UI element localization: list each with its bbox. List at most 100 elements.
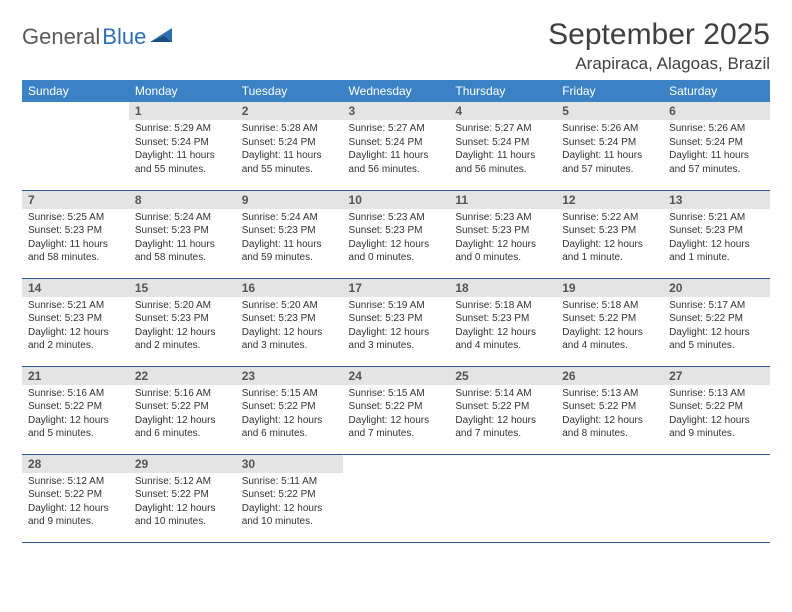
sunset-text: Sunset: 5:22 PM bbox=[135, 400, 230, 414]
day-number: 22 bbox=[129, 367, 236, 385]
calendar-cell: 13Sunrise: 5:21 AMSunset: 5:23 PMDayligh… bbox=[663, 190, 770, 278]
day-body: Sunrise: 5:23 AMSunset: 5:23 PMDaylight:… bbox=[449, 209, 556, 269]
calendar-week-row: 21Sunrise: 5:16 AMSunset: 5:22 PMDayligh… bbox=[22, 366, 770, 454]
day-number: 19 bbox=[556, 279, 663, 297]
day-body: Sunrise: 5:15 AMSunset: 5:22 PMDaylight:… bbox=[236, 385, 343, 445]
calendar-cell: 22Sunrise: 5:16 AMSunset: 5:22 PMDayligh… bbox=[129, 366, 236, 454]
day-body: Sunrise: 5:27 AMSunset: 5:24 PMDaylight:… bbox=[449, 120, 556, 180]
sunset-text: Sunset: 5:22 PM bbox=[242, 400, 337, 414]
day-header: Thursday bbox=[449, 80, 556, 102]
daylight-text: Daylight: 12 hours and 1 minute. bbox=[669, 238, 764, 265]
sunrise-text: Sunrise: 5:24 AM bbox=[242, 211, 337, 225]
sunrise-text: Sunrise: 5:29 AM bbox=[135, 122, 230, 136]
sunrise-text: Sunrise: 5:25 AM bbox=[28, 211, 123, 225]
sunrise-text: Sunrise: 5:19 AM bbox=[349, 299, 444, 313]
calendar-table: Sunday Monday Tuesday Wednesday Thursday… bbox=[22, 80, 770, 543]
calendar-cell bbox=[556, 454, 663, 542]
day-number: 23 bbox=[236, 367, 343, 385]
day-body: Sunrise: 5:21 AMSunset: 5:23 PMDaylight:… bbox=[663, 209, 770, 269]
day-header-row: Sunday Monday Tuesday Wednesday Thursday… bbox=[22, 80, 770, 102]
calendar-week-row: 7Sunrise: 5:25 AMSunset: 5:23 PMDaylight… bbox=[22, 190, 770, 278]
daylight-text: Daylight: 11 hours and 55 minutes. bbox=[135, 149, 230, 176]
calendar-cell: 16Sunrise: 5:20 AMSunset: 5:23 PMDayligh… bbox=[236, 278, 343, 366]
day-number: 6 bbox=[663, 102, 770, 120]
day-body: Sunrise: 5:20 AMSunset: 5:23 PMDaylight:… bbox=[236, 297, 343, 357]
day-number: 30 bbox=[236, 455, 343, 473]
calendar-cell: 10Sunrise: 5:23 AMSunset: 5:23 PMDayligh… bbox=[343, 190, 450, 278]
sunset-text: Sunset: 5:23 PM bbox=[669, 224, 764, 238]
daylight-text: Daylight: 11 hours and 56 minutes. bbox=[455, 149, 550, 176]
sunset-text: Sunset: 5:23 PM bbox=[349, 312, 444, 326]
day-body: Sunrise: 5:15 AMSunset: 5:22 PMDaylight:… bbox=[343, 385, 450, 445]
daylight-text: Daylight: 12 hours and 0 minutes. bbox=[349, 238, 444, 265]
calendar-week-row: 1Sunrise: 5:29 AMSunset: 5:24 PMDaylight… bbox=[22, 102, 770, 190]
sunset-text: Sunset: 5:23 PM bbox=[242, 224, 337, 238]
calendar-cell: 21Sunrise: 5:16 AMSunset: 5:22 PMDayligh… bbox=[22, 366, 129, 454]
month-title: September 2025 bbox=[548, 18, 770, 52]
day-number bbox=[449, 455, 556, 459]
day-number: 16 bbox=[236, 279, 343, 297]
day-header: Wednesday bbox=[343, 80, 450, 102]
sunrise-text: Sunrise: 5:27 AM bbox=[349, 122, 444, 136]
day-body: Sunrise: 5:21 AMSunset: 5:23 PMDaylight:… bbox=[22, 297, 129, 357]
day-body: Sunrise: 5:13 AMSunset: 5:22 PMDaylight:… bbox=[663, 385, 770, 445]
daylight-text: Daylight: 12 hours and 6 minutes. bbox=[135, 414, 230, 441]
sunset-text: Sunset: 5:23 PM bbox=[135, 224, 230, 238]
daylight-text: Daylight: 12 hours and 9 minutes. bbox=[669, 414, 764, 441]
day-number: 8 bbox=[129, 191, 236, 209]
day-number: 5 bbox=[556, 102, 663, 120]
day-number bbox=[22, 102, 129, 106]
daylight-text: Daylight: 11 hours and 56 minutes. bbox=[349, 149, 444, 176]
day-number: 11 bbox=[449, 191, 556, 209]
day-number: 27 bbox=[663, 367, 770, 385]
calendar-week-row: 28Sunrise: 5:12 AMSunset: 5:22 PMDayligh… bbox=[22, 454, 770, 542]
sunset-text: Sunset: 5:22 PM bbox=[28, 400, 123, 414]
sunrise-text: Sunrise: 5:18 AM bbox=[455, 299, 550, 313]
daylight-text: Daylight: 12 hours and 7 minutes. bbox=[349, 414, 444, 441]
calendar-cell: 18Sunrise: 5:18 AMSunset: 5:23 PMDayligh… bbox=[449, 278, 556, 366]
day-header: Monday bbox=[129, 80, 236, 102]
calendar-cell bbox=[449, 454, 556, 542]
sunrise-text: Sunrise: 5:13 AM bbox=[669, 387, 764, 401]
logo-text-blue: Blue bbox=[102, 24, 146, 50]
calendar-cell: 7Sunrise: 5:25 AMSunset: 5:23 PMDaylight… bbox=[22, 190, 129, 278]
day-header: Tuesday bbox=[236, 80, 343, 102]
sunrise-text: Sunrise: 5:20 AM bbox=[135, 299, 230, 313]
daylight-text: Daylight: 12 hours and 10 minutes. bbox=[242, 502, 337, 529]
daylight-text: Daylight: 11 hours and 57 minutes. bbox=[562, 149, 657, 176]
day-body: Sunrise: 5:28 AMSunset: 5:24 PMDaylight:… bbox=[236, 120, 343, 180]
sunrise-text: Sunrise: 5:11 AM bbox=[242, 475, 337, 489]
sunset-text: Sunset: 5:23 PM bbox=[28, 224, 123, 238]
day-header: Sunday bbox=[22, 80, 129, 102]
day-body: Sunrise: 5:12 AMSunset: 5:22 PMDaylight:… bbox=[22, 473, 129, 533]
sunset-text: Sunset: 5:24 PM bbox=[349, 136, 444, 150]
day-body: Sunrise: 5:18 AMSunset: 5:23 PMDaylight:… bbox=[449, 297, 556, 357]
day-number: 28 bbox=[22, 455, 129, 473]
day-number: 9 bbox=[236, 191, 343, 209]
day-body: Sunrise: 5:29 AMSunset: 5:24 PMDaylight:… bbox=[129, 120, 236, 180]
calendar-cell: 4Sunrise: 5:27 AMSunset: 5:24 PMDaylight… bbox=[449, 102, 556, 190]
sunrise-text: Sunrise: 5:18 AM bbox=[562, 299, 657, 313]
calendar-cell: 11Sunrise: 5:23 AMSunset: 5:23 PMDayligh… bbox=[449, 190, 556, 278]
sunrise-text: Sunrise: 5:22 AM bbox=[562, 211, 657, 225]
day-number: 25 bbox=[449, 367, 556, 385]
header: GeneralBlue September 2025 Arapiraca, Al… bbox=[22, 18, 770, 74]
calendar-cell bbox=[343, 454, 450, 542]
calendar-cell: 29Sunrise: 5:12 AMSunset: 5:22 PMDayligh… bbox=[129, 454, 236, 542]
daylight-text: Daylight: 12 hours and 3 minutes. bbox=[349, 326, 444, 353]
sunset-text: Sunset: 5:23 PM bbox=[455, 312, 550, 326]
daylight-text: Daylight: 12 hours and 2 minutes. bbox=[135, 326, 230, 353]
sunset-text: Sunset: 5:23 PM bbox=[28, 312, 123, 326]
day-body: Sunrise: 5:27 AMSunset: 5:24 PMDaylight:… bbox=[343, 120, 450, 180]
sunset-text: Sunset: 5:24 PM bbox=[562, 136, 657, 150]
calendar-cell: 12Sunrise: 5:22 AMSunset: 5:23 PMDayligh… bbox=[556, 190, 663, 278]
day-body: Sunrise: 5:18 AMSunset: 5:22 PMDaylight:… bbox=[556, 297, 663, 357]
sunrise-text: Sunrise: 5:21 AM bbox=[669, 211, 764, 225]
day-body: Sunrise: 5:25 AMSunset: 5:23 PMDaylight:… bbox=[22, 209, 129, 269]
day-body: Sunrise: 5:19 AMSunset: 5:23 PMDaylight:… bbox=[343, 297, 450, 357]
day-body: Sunrise: 5:16 AMSunset: 5:22 PMDaylight:… bbox=[22, 385, 129, 445]
day-body: Sunrise: 5:11 AMSunset: 5:22 PMDaylight:… bbox=[236, 473, 343, 533]
day-number: 29 bbox=[129, 455, 236, 473]
day-body: Sunrise: 5:13 AMSunset: 5:22 PMDaylight:… bbox=[556, 385, 663, 445]
sunset-text: Sunset: 5:23 PM bbox=[349, 224, 444, 238]
